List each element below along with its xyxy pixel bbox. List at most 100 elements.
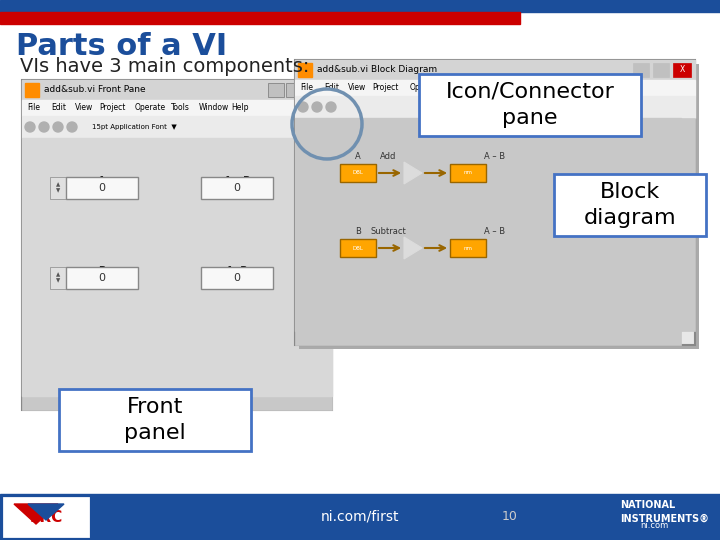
Text: ▼: ▼ bbox=[56, 279, 60, 284]
Bar bbox=[0, 494, 720, 540]
Text: Add: Add bbox=[380, 152, 396, 161]
FancyBboxPatch shape bbox=[554, 174, 706, 236]
Bar bbox=[298, 63, 312, 77]
Text: A: A bbox=[355, 152, 361, 161]
Text: nm: nm bbox=[464, 171, 472, 176]
Bar bbox=[633, 63, 649, 77]
Text: ni.com/first: ni.com/first bbox=[320, 510, 400, 524]
Bar bbox=[268, 83, 284, 97]
Text: Front
panel: Front panel bbox=[124, 397, 186, 443]
Circle shape bbox=[25, 122, 35, 132]
Text: Subtract: Subtract bbox=[370, 227, 406, 236]
Circle shape bbox=[67, 122, 77, 132]
Bar bbox=[653, 63, 669, 77]
Bar bbox=[201, 177, 273, 199]
Text: File: File bbox=[300, 84, 313, 92]
Text: File: File bbox=[27, 104, 40, 112]
Text: VIs have 3 main components:: VIs have 3 main components: bbox=[20, 57, 310, 76]
FancyBboxPatch shape bbox=[59, 389, 251, 451]
Text: ni.com: ni.com bbox=[640, 522, 668, 530]
Text: Project: Project bbox=[99, 104, 125, 112]
Text: X: X bbox=[680, 65, 685, 75]
Bar bbox=[295, 331, 681, 345]
Bar bbox=[286, 83, 302, 97]
Bar bbox=[22, 396, 332, 410]
Bar bbox=[295, 118, 681, 331]
Text: add&sub.vi Block Diagram: add&sub.vi Block Diagram bbox=[317, 65, 437, 75]
Bar bbox=[304, 83, 320, 97]
Bar bbox=[295, 96, 695, 118]
Bar bbox=[22, 138, 332, 396]
Text: 0: 0 bbox=[233, 183, 240, 193]
Text: Icon/Connector
pane: Icon/Connector pane bbox=[446, 82, 614, 128]
Bar bbox=[0, 0, 720, 12]
Text: FRC: FRC bbox=[30, 510, 63, 524]
Bar bbox=[50, 177, 66, 199]
Bar bbox=[673, 63, 691, 77]
Bar bbox=[25, 83, 39, 97]
Text: A – B: A – B bbox=[224, 176, 251, 186]
Text: View: View bbox=[75, 104, 94, 112]
Text: Operate: Operate bbox=[135, 104, 166, 112]
Bar bbox=[0, 12, 520, 24]
Text: View: View bbox=[348, 84, 366, 92]
Bar bbox=[22, 100, 332, 116]
Polygon shape bbox=[14, 504, 58, 524]
Bar bbox=[50, 267, 66, 289]
Text: 0: 0 bbox=[99, 183, 106, 193]
Text: Help: Help bbox=[485, 84, 502, 92]
Text: Wind...: Wind... bbox=[447, 84, 474, 92]
Bar bbox=[201, 267, 273, 289]
Text: 0: 0 bbox=[233, 273, 240, 283]
Text: Block
diagram: Block diagram bbox=[584, 182, 676, 228]
Text: Tools: Tools bbox=[171, 104, 190, 112]
Text: Oper...: Oper... bbox=[410, 84, 434, 92]
Text: Window: Window bbox=[199, 104, 229, 112]
Text: DBL: DBL bbox=[353, 171, 364, 176]
Text: nm: nm bbox=[464, 246, 472, 251]
Bar bbox=[22, 80, 332, 410]
Bar bbox=[22, 80, 332, 100]
Bar bbox=[295, 80, 695, 96]
Text: Project: Project bbox=[372, 84, 398, 92]
Circle shape bbox=[326, 102, 336, 112]
Bar bbox=[340, 239, 376, 257]
Bar bbox=[295, 60, 695, 80]
Circle shape bbox=[39, 122, 49, 132]
Text: A – B: A – B bbox=[485, 227, 505, 236]
Bar bbox=[22, 116, 332, 138]
Text: Parts of a VI: Parts of a VI bbox=[16, 32, 228, 61]
Text: ▲: ▲ bbox=[56, 183, 60, 187]
Text: DBL: DBL bbox=[353, 246, 364, 251]
Text: ▲: ▲ bbox=[56, 273, 60, 278]
Text: 10: 10 bbox=[502, 510, 518, 523]
Text: A – B: A – B bbox=[485, 152, 505, 161]
Circle shape bbox=[312, 102, 322, 112]
Text: 0: 0 bbox=[99, 273, 106, 283]
Bar bbox=[340, 164, 376, 182]
Text: A  B: A B bbox=[226, 266, 248, 276]
Polygon shape bbox=[404, 237, 422, 259]
Text: B: B bbox=[355, 227, 361, 236]
Bar bbox=[66, 267, 138, 289]
Text: Edit: Edit bbox=[324, 84, 339, 92]
Text: 15pt Application Font  ▼: 15pt Application Font ▼ bbox=[92, 124, 176, 130]
FancyBboxPatch shape bbox=[419, 74, 641, 136]
Text: add&sub.vi Front Pane: add&sub.vi Front Pane bbox=[44, 85, 145, 94]
Text: B: B bbox=[99, 266, 106, 276]
Bar bbox=[66, 177, 138, 199]
Text: NATIONAL
INSTRUMENTS®: NATIONAL INSTRUMENTS® bbox=[620, 501, 709, 524]
Text: Edit: Edit bbox=[51, 104, 66, 112]
Bar bbox=[450, 164, 486, 182]
Bar bbox=[681, 118, 695, 331]
Bar bbox=[4, 498, 88, 536]
Bar bbox=[295, 60, 695, 345]
Text: Help: Help bbox=[231, 104, 248, 112]
Polygon shape bbox=[28, 504, 64, 520]
Text: ▼: ▼ bbox=[56, 188, 60, 193]
Text: A: A bbox=[98, 176, 106, 186]
Bar bbox=[299, 64, 699, 349]
Bar bbox=[450, 239, 486, 257]
Circle shape bbox=[53, 122, 63, 132]
Polygon shape bbox=[404, 162, 422, 184]
